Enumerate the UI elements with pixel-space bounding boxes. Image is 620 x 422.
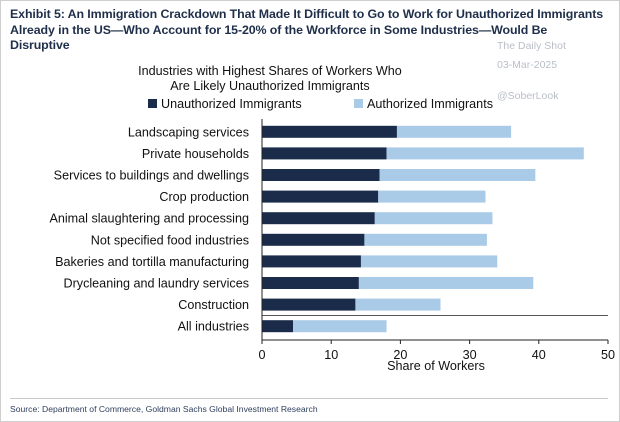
bar-authorized-landscaping-services [396, 125, 512, 138]
bar-authorized-bakeries-and-tortilla-manufacturing [360, 255, 498, 268]
bar-unauthorized-drycleaning-and-laundry-services [262, 277, 359, 289]
category-label-animal-slaughtering-and-processing: Animal slaughtering and processing [49, 212, 249, 226]
x-tick-label-10: 10 [324, 348, 338, 362]
source-note: Source: Department of Commerce, Goldman … [10, 404, 318, 414]
category-label-construction: Construction [178, 298, 249, 312]
x-tick-label-0: 0 [258, 348, 265, 362]
x-tick-label-30: 30 [463, 348, 477, 362]
watermark-handle: @SoberLook [497, 90, 559, 102]
source-divider [10, 398, 608, 399]
category-label-landscaping-services: Landscaping services [128, 125, 249, 139]
category-label-all-industries: All industries [178, 320, 249, 334]
x-axis-label: Share of Workers [387, 359, 485, 373]
bar-authorized-drycleaning-and-laundry-services [358, 277, 534, 289]
category-label-crop-production: Crop production [159, 190, 249, 204]
bar-unauthorized-private-households [262, 147, 387, 160]
x-tick-label-40: 40 [532, 348, 546, 362]
chart-title: Industries with Highest Shares of Worker… [60, 64, 480, 94]
legend-label-authorized: Authorized Immigrants [367, 97, 493, 111]
bar-authorized-all-industries [293, 320, 387, 333]
chart-title-line-2: Are Likely Unauthorized Immigrants [170, 79, 370, 93]
bar-unauthorized-animal-slaughtering-and-processing [262, 212, 375, 225]
bar-unauthorized-landscaping-services [262, 125, 397, 138]
bar-unauthorized-all-industries [262, 320, 294, 333]
x-tick-label-50: 50 [601, 348, 615, 362]
exhibit-title-line-2: Already in the US—Who Account for 15-20%… [10, 22, 548, 53]
exhibit-title-line-1: Exhibit 5: An Immigration Crackdown That… [10, 7, 604, 21]
bar-authorized-animal-slaughtering-and-processing [374, 212, 493, 225]
chart-title-line-1: Industries with Highest Shares of Worker… [138, 64, 402, 78]
category-label-services-to-buildings-and-dwellings: Services to buildings and dwellings [54, 169, 249, 183]
legend-swatch-authorized [354, 99, 363, 108]
legend-item-authorized: Authorized Immigrants [354, 97, 493, 111]
category-label-drycleaning-and-laundry-services: Drycleaning and laundry services [64, 277, 250, 291]
category-label-bakeries-and-tortilla-manufacturing: Bakeries and tortilla manufacturing [55, 255, 249, 269]
bar-unauthorized-services-to-buildings-and-dwellings [262, 169, 380, 181]
legend-label-unauthorized: Unauthorized Immigrants [161, 97, 302, 111]
legend-item-unauthorized: Unauthorized Immigrants [148, 97, 302, 111]
bar-unauthorized-not-specified-food-industries [262, 233, 365, 246]
bar-authorized-private-households [386, 147, 584, 160]
bar-unauthorized-construction [262, 298, 356, 311]
bar-unauthorized-bakeries-and-tortilla-manufacturing [262, 255, 361, 268]
category-label-not-specified-food-industries: Not specified food industries [91, 233, 249, 247]
x-tick-label-20: 20 [393, 348, 407, 362]
exhibit-title: Exhibit 5: An Immigration Crackdown That… [10, 7, 610, 54]
bar-authorized-services-to-buildings-and-dwellings [379, 169, 536, 181]
bar-authorized-construction [355, 298, 441, 311]
category-label-private-households: Private households [142, 147, 249, 161]
bar-unauthorized-crop-production [262, 190, 379, 203]
watermark-name: The Daily Shot [497, 40, 566, 52]
watermark-date: 03-Mar-2025 [497, 59, 558, 71]
legend-swatch-unauthorized [148, 99, 157, 108]
bar-authorized-crop-production [378, 190, 486, 203]
bar-authorized-not-specified-food-industries [364, 233, 487, 246]
